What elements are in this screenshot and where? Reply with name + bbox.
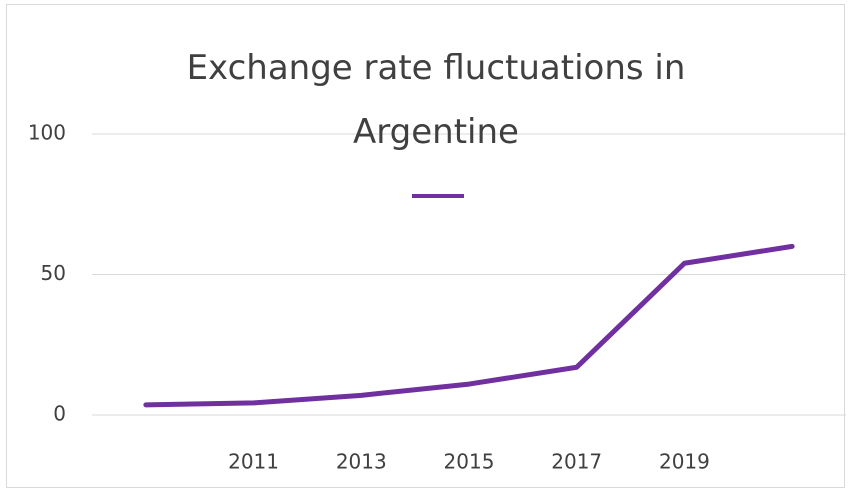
x-tick-label: 2015 (444, 450, 495, 474)
y-tick-label: 100 (28, 121, 66, 145)
x-tick-label: 2019 (659, 450, 710, 474)
x-tick-label: 2013 (336, 450, 387, 474)
chart-frame (6, 4, 845, 488)
y-tick-label: 0 (53, 402, 66, 426)
x-tick-label: 2017 (551, 450, 602, 474)
chart-title: Exchange rate fluctuations in Argentine (186, 48, 686, 152)
y-tick-label: 50 (41, 261, 66, 285)
data-line (143, 243, 795, 408)
x-tick-label: 2011 (228, 450, 279, 474)
